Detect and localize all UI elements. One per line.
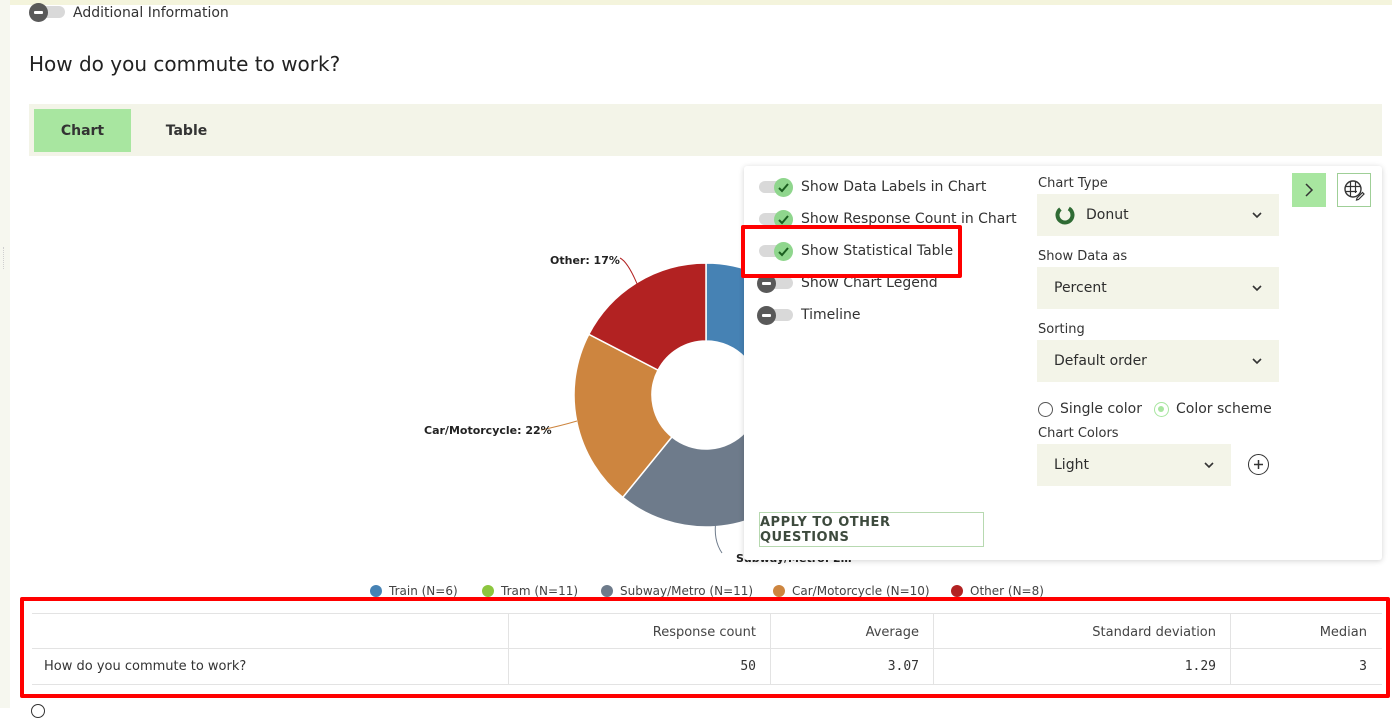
- cell-median: 3: [1359, 659, 1367, 674]
- edit-table-button[interactable]: [1337, 173, 1371, 207]
- legend-label: Car/Motorcycle (N=10): [792, 584, 930, 598]
- highlight-box-statistical-table: [20, 597, 1390, 698]
- check-icon: [774, 210, 793, 229]
- show-chart-legend-toggle[interactable]: [757, 274, 793, 293]
- add-color-button[interactable]: [1248, 454, 1269, 475]
- legend-item[interactable]: Other (N=8): [951, 584, 1044, 598]
- legend-swatch: [482, 585, 494, 597]
- donut-slice-other: [587, 262, 707, 372]
- legend-item[interactable]: Car/Motorcycle (N=10): [773, 584, 930, 598]
- cell-standard-deviation: 1.29: [1184, 659, 1216, 674]
- row-question-label: How do you commute to work?: [44, 659, 247, 674]
- chevron-down-icon: [1252, 212, 1262, 219]
- data-label-leader-line: [540, 420, 578, 431]
- chart-type-value: Donut: [1086, 207, 1129, 223]
- show-statistical-table-label: Show Statistical Table: [801, 243, 954, 259]
- sorting-value: Default order: [1054, 353, 1147, 369]
- chevron-down-icon: [1252, 285, 1262, 292]
- chevron-right-icon: [1305, 183, 1314, 197]
- show-data-labels-label: Show Data Labels in Chart: [801, 179, 987, 195]
- cell-average: 3.07: [887, 659, 919, 674]
- column-header-standard-deviation: Standard deviation: [1092, 625, 1216, 640]
- single-color-label: Single color: [1060, 401, 1142, 417]
- legend-label: Tram (N=11): [501, 584, 579, 598]
- collapsed-section-icon[interactable]: [31, 704, 45, 718]
- chevron-down-icon: [1252, 358, 1262, 365]
- show-data-as-value: Percent: [1054, 280, 1107, 296]
- column-header-median: Median: [1319, 625, 1367, 640]
- highlight-box-statistical-table-option: [741, 225, 962, 278]
- chevron-down-icon: [1204, 462, 1214, 469]
- chart-type-select[interactable]: Donut: [1037, 194, 1279, 236]
- legend-swatch: [951, 585, 963, 597]
- additional-information-label: Additional Information: [73, 5, 229, 21]
- next-button[interactable]: [1292, 173, 1326, 207]
- color-scheme-radio[interactable]: [1154, 402, 1169, 417]
- toggle-off-icon: [757, 306, 776, 325]
- sorting-select[interactable]: Default order: [1037, 340, 1279, 382]
- additional-information-toggle[interactable]: [29, 3, 65, 22]
- plus-icon: [1254, 460, 1263, 469]
- statistical-table: Response count Average Standard deviatio…: [32, 613, 1382, 685]
- chart-colors-label: Chart Colors: [1038, 426, 1119, 441]
- single-color-radio[interactable]: [1038, 402, 1053, 417]
- resize-handle[interactable]: [0, 247, 4, 269]
- cell-response-count: 50: [740, 659, 756, 674]
- show-response-count-toggle[interactable]: [757, 210, 793, 229]
- legend-item[interactable]: Tram (N=11): [482, 584, 578, 598]
- column-header-average: Average: [865, 625, 919, 640]
- tab-table[interactable]: Table: [165, 122, 208, 139]
- timeline-label: Timeline: [801, 307, 861, 323]
- legend-swatch: [370, 585, 382, 597]
- sorting-label: Sorting: [1038, 322, 1085, 337]
- left-sidebar-edge: [0, 0, 10, 708]
- check-icon: [774, 242, 793, 261]
- chart-colors-value: Light: [1054, 457, 1089, 473]
- legend-item[interactable]: Train (N=6): [370, 584, 458, 598]
- table-edit-icon: [1344, 180, 1365, 201]
- donut-slice-car-motorcycle: [573, 333, 673, 499]
- view-tab-bar: Chart Table: [29, 104, 1382, 156]
- tab-chart[interactable]: Chart: [34, 109, 131, 152]
- color-scheme-label: Color scheme: [1176, 401, 1272, 417]
- legend-swatch: [773, 585, 785, 597]
- column-header-response-count: Response count: [652, 625, 756, 640]
- show-response-count-label: Show Response Count in Chart: [801, 211, 1017, 227]
- legend-swatch: [601, 585, 613, 597]
- chart-colors-select[interactable]: Light: [1037, 444, 1231, 486]
- question-title: How do you commute to work?: [29, 52, 341, 76]
- data-label: Car/Motorcycle: 22%: [424, 424, 552, 437]
- legend-label: Other (N=8): [970, 584, 1044, 598]
- data-label: Other: 17%: [550, 254, 620, 267]
- data-label-leader-line: [619, 257, 639, 287]
- show-data-labels-toggle[interactable]: [757, 178, 793, 197]
- toggle-off-icon: [757, 274, 776, 293]
- legend-item[interactable]: Subway/Metro (N=11): [601, 584, 753, 598]
- timeline-toggle[interactable]: [757, 306, 793, 325]
- chart-type-label: Chart Type: [1038, 176, 1108, 191]
- donut-chart-icon: [1055, 205, 1075, 225]
- apply-to-other-questions-button[interactable]: APPLY TO OTHER QUESTIONS: [759, 512, 984, 547]
- show-statistical-table-toggle[interactable]: [757, 242, 793, 261]
- show-data-as-label: Show Data as: [1038, 249, 1128, 264]
- top-strip: [0, 0, 1392, 5]
- legend-label: Train (N=6): [389, 584, 458, 598]
- show-data-as-select[interactable]: Percent: [1037, 267, 1279, 309]
- toggle-off-icon: [29, 3, 48, 22]
- data-label-leader-line: [714, 519, 723, 554]
- legend-label: Subway/Metro (N=11): [620, 584, 754, 598]
- show-chart-legend-label: Show Chart Legend: [801, 275, 938, 291]
- check-icon: [774, 178, 793, 197]
